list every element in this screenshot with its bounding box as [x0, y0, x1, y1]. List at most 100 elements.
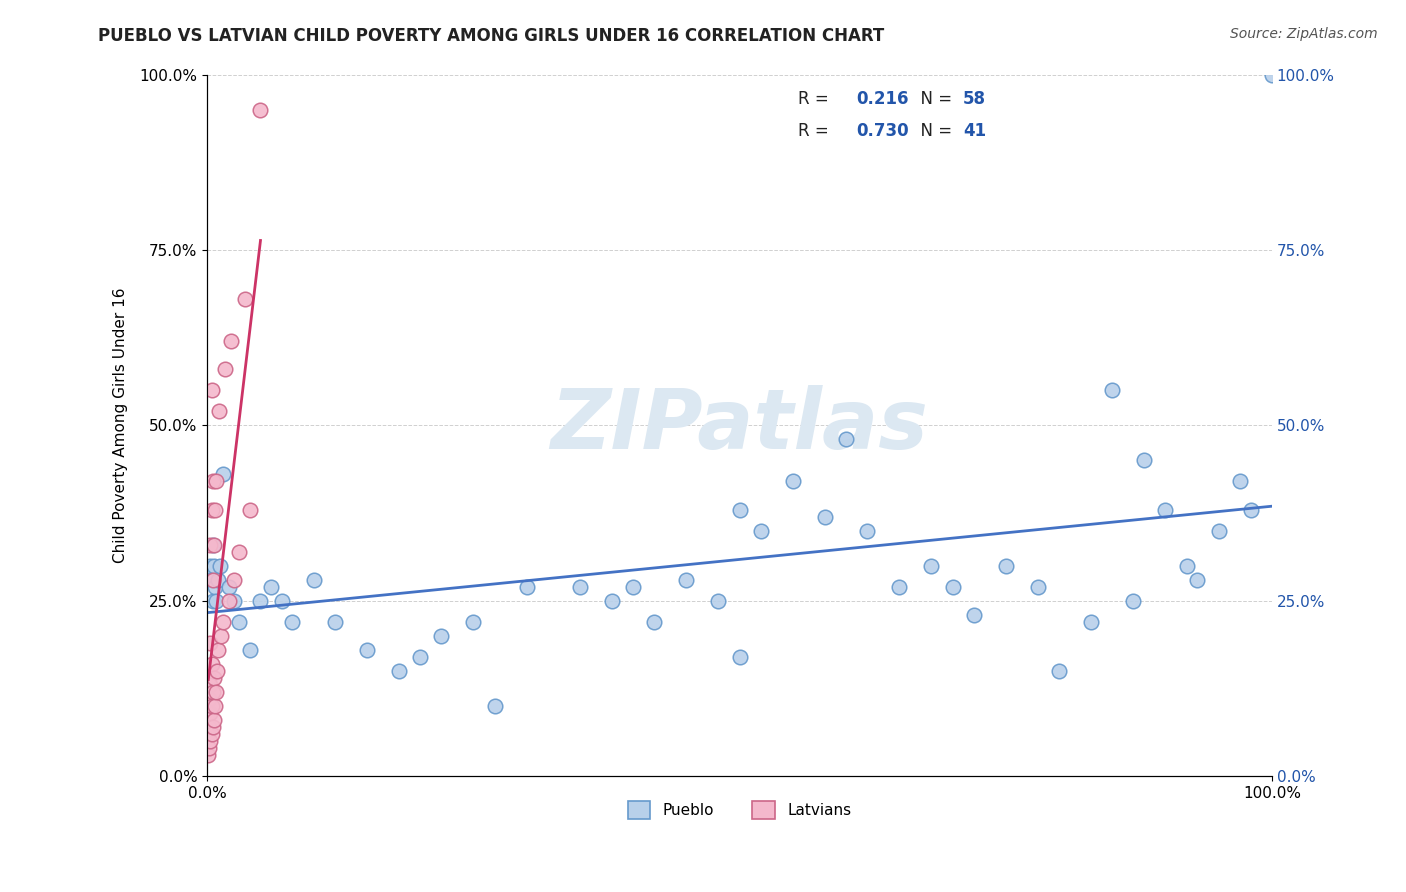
Point — [204, 698, 226, 713]
Text: 0.730: 0.730 — [856, 121, 910, 140]
Point — [707, 593, 730, 607]
Point — [222, 573, 245, 587]
Point — [233, 292, 256, 306]
Point — [204, 593, 226, 607]
Point — [201, 475, 224, 489]
Text: R =: R = — [799, 90, 834, 108]
Point — [200, 657, 222, 671]
Point — [202, 538, 225, 552]
Point — [197, 748, 219, 763]
Point — [260, 580, 283, 594]
Point — [218, 593, 240, 607]
Point — [212, 615, 235, 629]
Point — [1080, 615, 1102, 629]
Point — [239, 643, 262, 657]
Point — [621, 580, 644, 594]
Text: PUEBLO VS LATVIAN CHILD POVERTY AMONG GIRLS UNDER 16 CORRELATION CHART: PUEBLO VS LATVIAN CHILD POVERTY AMONG GI… — [98, 27, 884, 45]
Point — [200, 384, 222, 398]
Point — [941, 580, 963, 594]
Point — [200, 573, 222, 587]
Point — [920, 558, 942, 573]
Text: R =: R = — [799, 121, 834, 140]
Point — [207, 573, 229, 587]
Point — [1122, 593, 1144, 607]
Point — [202, 713, 225, 727]
Point — [208, 404, 231, 418]
Point — [197, 706, 219, 720]
Point — [214, 362, 236, 376]
Point — [1101, 384, 1123, 398]
Point — [201, 538, 224, 552]
Point — [200, 538, 222, 552]
Point — [249, 593, 271, 607]
Point — [728, 502, 751, 516]
Point — [197, 727, 219, 741]
Point — [202, 671, 225, 685]
Point — [200, 727, 222, 741]
Point — [1187, 573, 1209, 587]
Point — [239, 502, 262, 516]
Point — [1133, 453, 1156, 467]
Point — [200, 706, 222, 720]
Point — [994, 558, 1017, 573]
Text: 58: 58 — [963, 90, 986, 108]
Point — [228, 615, 250, 629]
Point — [856, 524, 879, 538]
Point — [814, 509, 837, 524]
Point — [675, 573, 697, 587]
Point — [201, 573, 224, 587]
Point — [388, 664, 411, 678]
Point — [728, 649, 751, 664]
Point — [205, 664, 228, 678]
Point — [516, 580, 538, 594]
Point — [356, 643, 378, 657]
Point — [323, 615, 346, 629]
Point — [963, 607, 986, 622]
Point — [212, 467, 235, 482]
Text: N =: N = — [910, 121, 957, 140]
Point — [889, 580, 911, 594]
Point — [204, 580, 226, 594]
Point — [198, 741, 221, 756]
Point — [409, 649, 432, 664]
Point — [1261, 68, 1284, 82]
Point — [202, 558, 225, 573]
Text: 41: 41 — [963, 121, 986, 140]
Point — [200, 502, 222, 516]
Point — [1026, 580, 1049, 594]
Point — [1047, 664, 1070, 678]
Point — [204, 475, 226, 489]
Point — [1208, 524, 1230, 538]
Point — [222, 593, 245, 607]
Point — [568, 580, 591, 594]
Point — [281, 615, 304, 629]
Point — [200, 698, 222, 713]
Point — [1175, 558, 1198, 573]
Text: ZIPatlas: ZIPatlas — [551, 384, 928, 466]
Point — [643, 615, 665, 629]
Point — [484, 698, 506, 713]
Point — [208, 558, 231, 573]
Point — [1239, 502, 1261, 516]
Point — [198, 692, 221, 706]
Text: 0.216: 0.216 — [856, 90, 910, 108]
Point — [198, 720, 221, 734]
Legend: Pueblo, Latvians: Pueblo, Latvians — [621, 795, 858, 825]
Point — [200, 558, 222, 573]
Point — [302, 573, 325, 587]
Point — [204, 685, 226, 699]
Point — [201, 720, 224, 734]
Point — [204, 502, 226, 516]
Point — [249, 103, 271, 117]
Point — [1229, 475, 1251, 489]
Point — [835, 433, 858, 447]
Point — [200, 678, 222, 692]
Point — [749, 524, 772, 538]
Point — [782, 475, 804, 489]
Point — [228, 544, 250, 558]
Point — [201, 685, 224, 699]
Point — [1154, 502, 1177, 516]
Text: N =: N = — [910, 90, 957, 108]
Point — [209, 629, 232, 643]
Point — [270, 593, 292, 607]
